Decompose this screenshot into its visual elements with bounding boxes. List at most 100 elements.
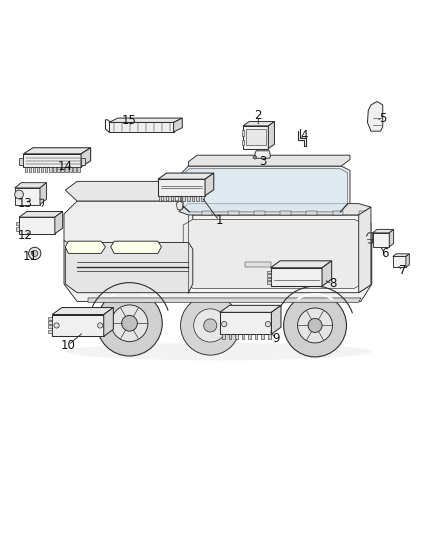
Polygon shape [81,148,91,167]
Polygon shape [64,201,193,249]
Polygon shape [306,211,317,215]
Polygon shape [271,261,332,268]
Polygon shape [45,167,47,172]
Polygon shape [272,305,281,334]
Polygon shape [61,167,64,172]
Polygon shape [53,167,56,172]
Polygon shape [15,222,19,225]
Polygon shape [242,140,244,145]
Polygon shape [196,196,199,201]
Polygon shape [163,196,166,201]
Polygon shape [176,201,183,210]
Polygon shape [19,158,23,165]
Circle shape [253,156,257,159]
Polygon shape [201,211,212,215]
Polygon shape [373,233,389,247]
Circle shape [265,321,271,327]
Text: 1: 1 [215,214,223,227]
Polygon shape [25,167,27,172]
Polygon shape [33,167,35,172]
Circle shape [204,319,217,332]
Polygon shape [48,321,52,324]
Text: 14: 14 [58,160,73,173]
Circle shape [97,290,162,356]
Text: 8: 8 [329,278,336,290]
Polygon shape [188,155,350,166]
Polygon shape [65,241,106,253]
Circle shape [98,323,103,328]
Circle shape [14,190,23,199]
Polygon shape [246,130,266,145]
Polygon shape [255,151,271,158]
Text: 5: 5 [379,111,386,125]
Polygon shape [268,334,271,338]
Polygon shape [158,173,214,179]
Polygon shape [267,271,271,273]
Polygon shape [159,196,161,201]
Polygon shape [40,183,46,205]
Polygon shape [183,220,367,288]
Polygon shape [359,211,370,215]
Text: 2: 2 [254,109,262,123]
Polygon shape [322,261,332,286]
Polygon shape [173,196,176,201]
Polygon shape [48,330,52,333]
Polygon shape [267,278,271,280]
Polygon shape [177,196,180,201]
Circle shape [194,309,227,342]
Polygon shape [168,196,171,201]
Polygon shape [228,211,239,215]
Polygon shape [243,122,275,126]
Text: 4: 4 [300,129,308,142]
Circle shape [222,321,227,327]
Polygon shape [367,101,383,131]
Polygon shape [57,167,60,172]
Polygon shape [192,196,194,201]
Polygon shape [268,122,275,149]
Polygon shape [205,173,214,196]
Text: 13: 13 [17,197,32,209]
Polygon shape [111,241,161,253]
Polygon shape [393,254,410,256]
Text: 7: 7 [399,264,406,277]
Polygon shape [19,217,55,234]
Text: 12: 12 [17,229,32,241]
Circle shape [308,318,322,333]
Polygon shape [229,334,231,338]
Polygon shape [88,298,361,302]
Polygon shape [52,308,113,314]
Circle shape [122,316,138,331]
Polygon shape [14,188,40,205]
Polygon shape [182,196,185,201]
Polygon shape [182,166,350,214]
Polygon shape [55,212,63,234]
Polygon shape [41,167,43,172]
Polygon shape [373,229,394,233]
Polygon shape [37,167,39,172]
Polygon shape [235,334,238,338]
Polygon shape [179,215,371,293]
Circle shape [54,323,59,328]
Polygon shape [220,312,272,334]
Text: 3: 3 [259,155,266,168]
Polygon shape [183,169,347,212]
Polygon shape [23,148,91,154]
Polygon shape [245,262,272,266]
Polygon shape [52,314,104,336]
Text: 11: 11 [23,250,38,263]
Polygon shape [65,167,67,172]
Text: 15: 15 [122,114,137,127]
Polygon shape [255,334,258,338]
Polygon shape [254,211,265,215]
Polygon shape [49,167,52,172]
Polygon shape [267,274,271,277]
Polygon shape [393,256,406,268]
Polygon shape [64,231,372,302]
Polygon shape [220,305,281,312]
Polygon shape [109,118,182,123]
Polygon shape [48,326,52,328]
Polygon shape [29,167,32,172]
Polygon shape [389,229,394,247]
Polygon shape [187,196,190,201]
Polygon shape [109,123,173,132]
